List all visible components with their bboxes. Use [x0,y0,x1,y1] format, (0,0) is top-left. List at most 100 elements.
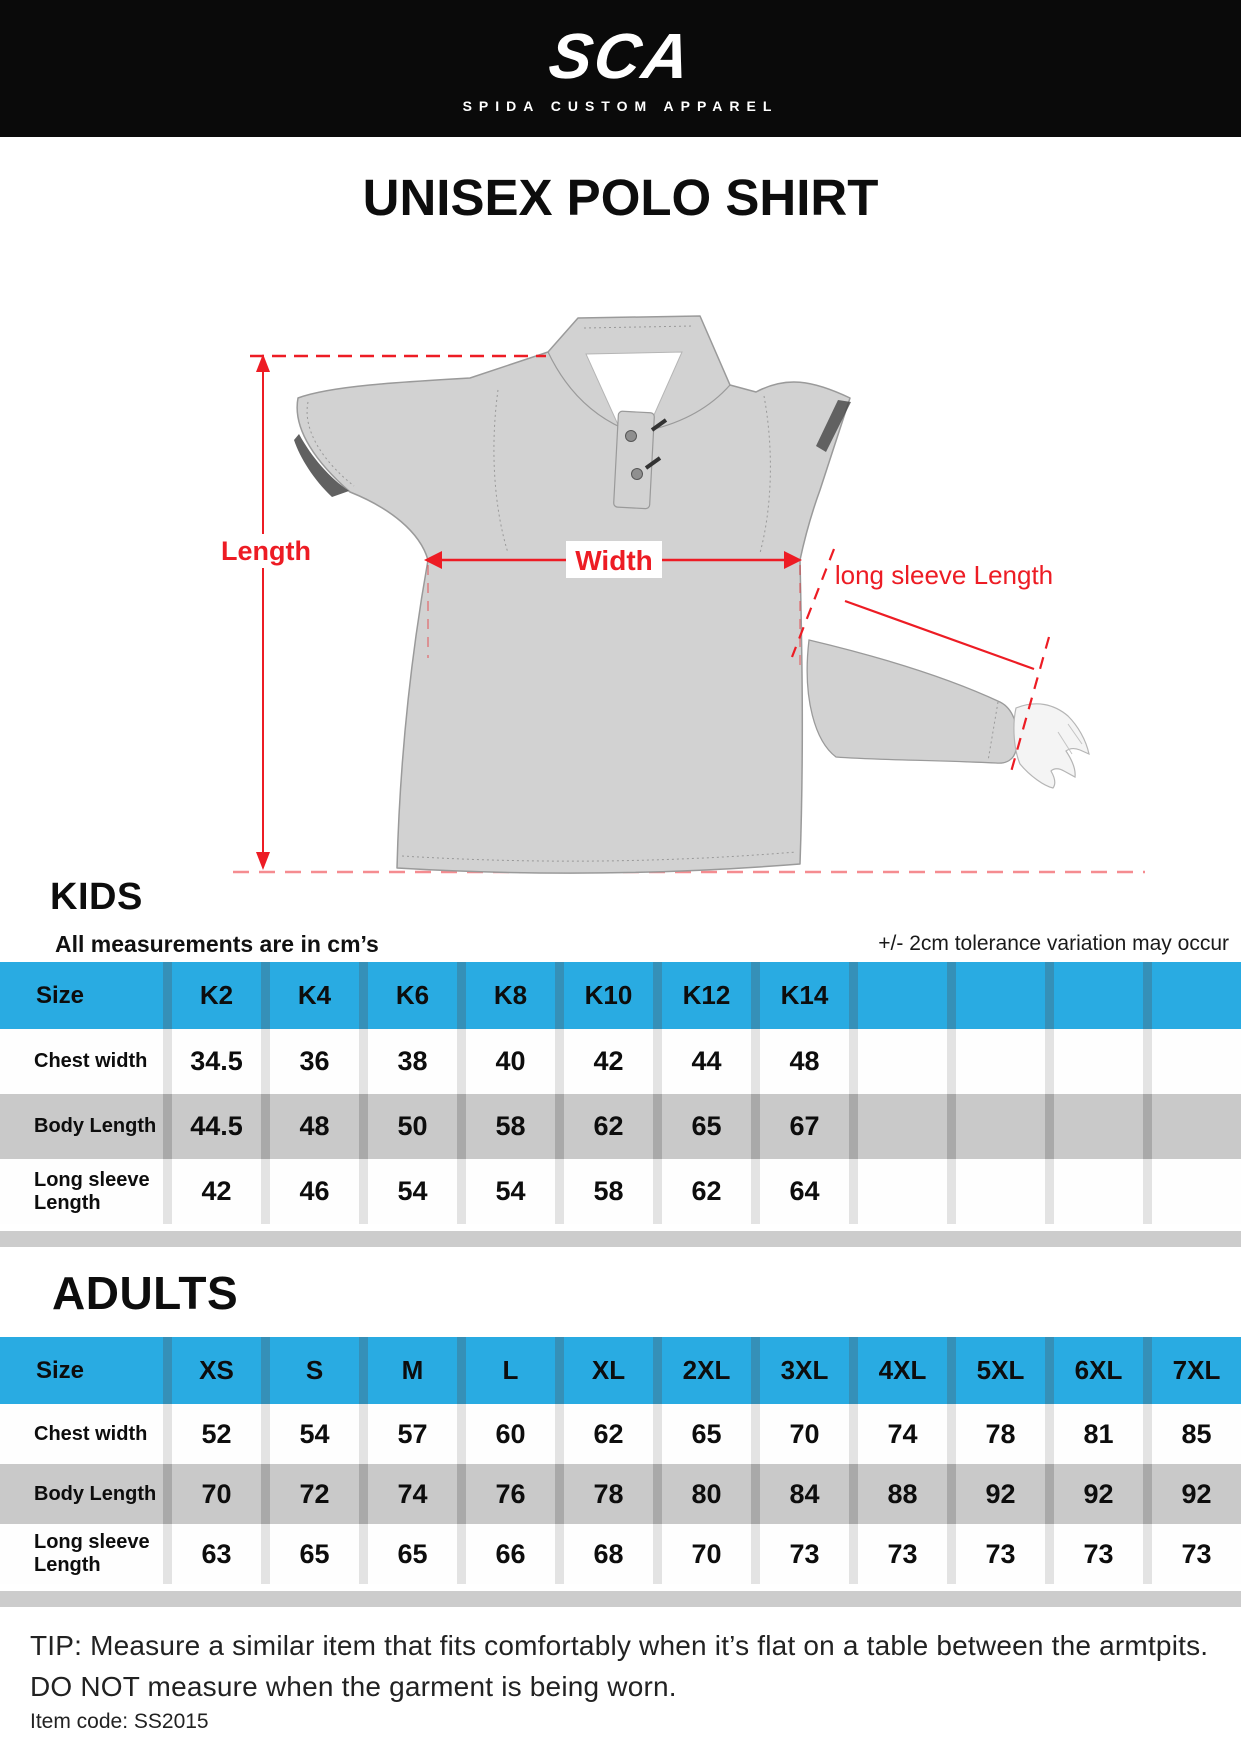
size-value-cell: 58 [555,1159,653,1224]
collar-seam [583,325,695,329]
table-row: Chest width 52 54 57 60 62 65 70 74 78 81 85 [0,1404,1241,1464]
size-value-cell: 38 [359,1029,457,1094]
buttonhole-bottom [644,456,662,470]
empty-cell [947,1029,1045,1094]
empty-header [1045,962,1143,1029]
size-value-cell: 70 [751,1404,849,1464]
size-value-cell: 42 [163,1159,261,1224]
length-label: Length [221,536,311,566]
width-arrowhead-right [784,551,802,569]
header-row: Size XS S M L XL 2XL 3XL 4XL 5XL 6XL 7XL [0,1337,1241,1404]
size-value-cell: 66 [457,1524,555,1584]
size-value-cell: 81 [1045,1404,1143,1464]
size-value-cell: 62 [555,1404,653,1464]
button-top [625,430,637,442]
row-label: Chest width [0,1029,163,1094]
kids-size-table: Size K2 K4 K6 K8 K10 K12 K14 Chest width 34.5 36 38… [0,962,1241,1224]
right-cuff-shadow [816,400,851,452]
size-header-k14: K14 [751,962,849,1029]
empty-header [1143,962,1241,1029]
size-value-cell: 52 [163,1404,261,1464]
hand-sketch [1013,703,1090,789]
size-value-cell: 48 [751,1029,849,1094]
width-arrowhead-left [424,551,442,569]
size-value-cell: 92 [1143,1464,1241,1524]
kids-heading: KIDS [50,876,143,918]
size-value-cell: 36 [261,1029,359,1094]
size-value-cell: 92 [947,1464,1045,1524]
size-header-k12: K12 [653,962,751,1029]
empty-cell [1045,1029,1143,1094]
size-header-k2: K2 [163,962,261,1029]
hem-seam [401,851,797,862]
placket [613,410,655,510]
size-value-cell: 92 [1045,1464,1143,1524]
size-header-7xl: 7XL [1143,1337,1241,1404]
units-note: All measurements are in cm’s [55,931,379,957]
size-value-cell: 40 [457,1029,555,1094]
empty-cell [1045,1159,1143,1224]
collar-fold-left [547,351,623,429]
sleeve-measure-line [844,599,1035,671]
size-header-m: M [359,1337,457,1404]
item-code: Item code: SS2015 [30,1710,209,1733]
size-value-cell: 63 [163,1524,261,1584]
size-value-cell: 84 [751,1464,849,1524]
empty-cell [947,1159,1045,1224]
size-value-cell: 67 [751,1094,849,1159]
size-value-cell: 65 [261,1524,359,1584]
empty-cell [1143,1159,1241,1224]
tolerance-note: +/- 2cm tolerance variation may occur [878,932,1229,955]
row-label: Body Length [0,1464,163,1524]
size-column-header: Size [0,962,163,1029]
size-header-3xl: 3XL [751,1337,849,1404]
size-value-cell: 73 [1143,1524,1241,1584]
size-header-4xl: 4XL [849,1337,947,1404]
size-value-cell: 73 [751,1524,849,1584]
size-header-xs: XS [163,1337,261,1404]
size-value-cell: 54 [457,1159,555,1224]
empty-cell [1045,1094,1143,1159]
row-label: Chest width [0,1404,163,1464]
brand-header: SCA SPIDA CUSTOM APPAREL [0,0,1241,137]
length-label-bg [220,534,312,568]
size-header-k6: K6 [359,962,457,1029]
table-row: Body Length 70 72 74 76 78 80 84 88 92 92 92 [0,1464,1241,1524]
size-header-2xl: 2XL [653,1337,751,1404]
left-shoulder-seam [493,389,509,554]
size-header-k4: K4 [261,962,359,1029]
right-shoulder-seam [759,395,771,554]
empty-header [947,962,1045,1029]
size-value-cell: 65 [359,1524,457,1584]
button-bottom [631,468,643,480]
size-value-cell: 76 [457,1464,555,1524]
page-title: UNISEX POLO SHIRT [362,169,879,226]
width-label: Width [575,545,653,576]
size-value-cell: 73 [947,1524,1045,1584]
long-sleeve-shape [806,639,1018,764]
length-arrowhead-top [256,354,270,372]
size-value-cell: 65 [653,1404,751,1464]
size-value-cell: 70 [163,1464,261,1524]
measurement-tip: TIP: Measure a similar item that fits co… [30,1626,1220,1707]
empty-cell [1143,1029,1241,1094]
neck-opening [585,351,683,462]
empty-header [849,962,947,1029]
size-header-k10: K10 [555,962,653,1029]
adults-heading: ADULTS [52,1267,239,1319]
buttonhole-top [650,418,668,432]
size-value-cell: 62 [653,1159,751,1224]
empty-cell [947,1094,1045,1159]
length-arrowhead-bottom [256,852,270,870]
size-value-cell: 50 [359,1094,457,1159]
tip-line-1: TIP: Measure a similar item that fits co… [30,1630,1209,1661]
size-value-cell: 72 [261,1464,359,1524]
sleeve-guide-wrist [1009,636,1051,773]
size-header-5xl: 5XL [947,1337,1045,1404]
width-label-bg [566,541,662,578]
size-value-cell: 74 [849,1404,947,1464]
left-cuff-shadow [294,434,349,497]
empty-cell [1143,1094,1241,1159]
adults-table-footer-bar [0,1591,1241,1607]
